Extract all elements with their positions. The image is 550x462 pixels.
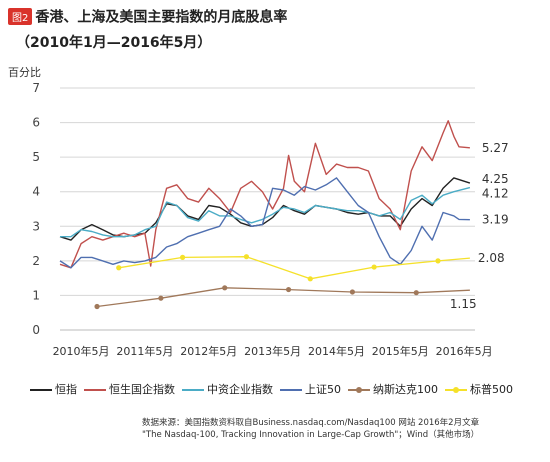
series-point-4: [158, 295, 164, 301]
x-tick-label: 2016年5月: [436, 344, 493, 358]
end-value-label: 4.25: [482, 172, 509, 186]
legend-swatch: [280, 385, 302, 395]
x-tick-label: 2015年5月: [372, 344, 429, 358]
chart-header: 图2 香港、上海及美国主要指数的月底股息率: [8, 6, 542, 27]
legend-item: 中资企业指数: [182, 381, 273, 397]
y-tick-label: 6: [32, 116, 40, 130]
legend-item: 标普500: [445, 381, 513, 397]
series-point-5: [179, 254, 186, 260]
y-tick-label: 7: [32, 81, 40, 95]
series-point-4: [94, 303, 100, 310]
y-tick-label: 3: [32, 219, 40, 233]
x-tick-label: 2014年5月: [308, 344, 365, 358]
y-tick-label: 1: [32, 288, 40, 302]
end-value-label: 5.27: [482, 141, 509, 155]
series-line-5: [118, 256, 470, 280]
legend-item: 纳斯达克100: [348, 381, 438, 397]
end-value-label: 4.12: [482, 187, 509, 201]
x-tick-label: 2013年5月: [244, 344, 301, 358]
series-point-5: [371, 264, 377, 270]
source-line-2: "The Nasdaq-100, Tracking Innovation in …: [142, 430, 480, 440]
series-point-5: [435, 258, 441, 264]
legend-swatch: [445, 385, 467, 395]
legend-item: 恒生国企指数: [84, 381, 175, 397]
series-point-5: [243, 254, 250, 260]
line-chart: 0 1 2 3 4 5 6 7 2010年5月 2011年5月 2012年5月 2013年5月 2014…: [32, 81, 509, 358]
legend-swatch: [84, 385, 106, 395]
x-tick-label: 2011年5月: [116, 344, 173, 358]
chart-subtitle: （2010年1月—2016年5月）: [16, 35, 212, 51]
legend-label: 恒生国企指数: [109, 383, 175, 396]
legend-label: 恒指: [55, 383, 77, 396]
series-point-5: [116, 265, 122, 271]
series-line-1: [59, 120, 470, 269]
legend-label: 纳斯达克100: [373, 383, 438, 396]
x-tick-label: 2010年5月: [53, 344, 110, 358]
legend-label: 中资企业指数: [207, 383, 273, 396]
legend-item: 恒指: [30, 381, 77, 397]
source-line-1: 数据来源：美国指数资料取自Business.nasdaq.com/Nasdaq1…: [142, 418, 480, 428]
legend-label: 标普500: [470, 383, 513, 396]
y-tick-label: 4: [32, 185, 40, 199]
series-line-4: [96, 287, 470, 308]
y-axis-label: 百分比: [8, 66, 41, 79]
end-value-label: 1.15: [450, 297, 477, 311]
y-tick-label: 5: [32, 150, 40, 164]
legend-label: 上证50: [305, 383, 341, 396]
x-tick-label: 2012年5月: [180, 344, 237, 358]
figure-tag: 图2: [8, 8, 33, 25]
series-line-3: [59, 177, 470, 269]
end-value-label: 3.19: [482, 213, 509, 227]
y-tick-label: 0: [32, 323, 40, 337]
chart-title: 香港、上海及美国主要指数的月底股息率: [35, 9, 288, 26]
chart-legend: 恒指 恒生国企指数 中资企业指数 上证50 纳斯达克100 标普500: [0, 381, 550, 397]
series-point-4: [285, 286, 292, 293]
legend-swatch: [30, 385, 52, 395]
legend-item: 上证50: [280, 381, 341, 397]
series-point-4: [349, 289, 356, 295]
y-tick-label: 2: [32, 254, 40, 268]
source-note: 数据来源：美国指数资料取自Business.nasdaq.com/Nasdaq1…: [142, 417, 479, 441]
legend-swatch: [182, 385, 204, 395]
series-point-4: [413, 290, 419, 296]
legend-swatch: [348, 385, 370, 395]
series-point-5: [307, 276, 313, 282]
series-line-2: [60, 186, 471, 238]
end-value-label: 2.08: [478, 251, 505, 265]
series-point-4: [222, 285, 228, 291]
